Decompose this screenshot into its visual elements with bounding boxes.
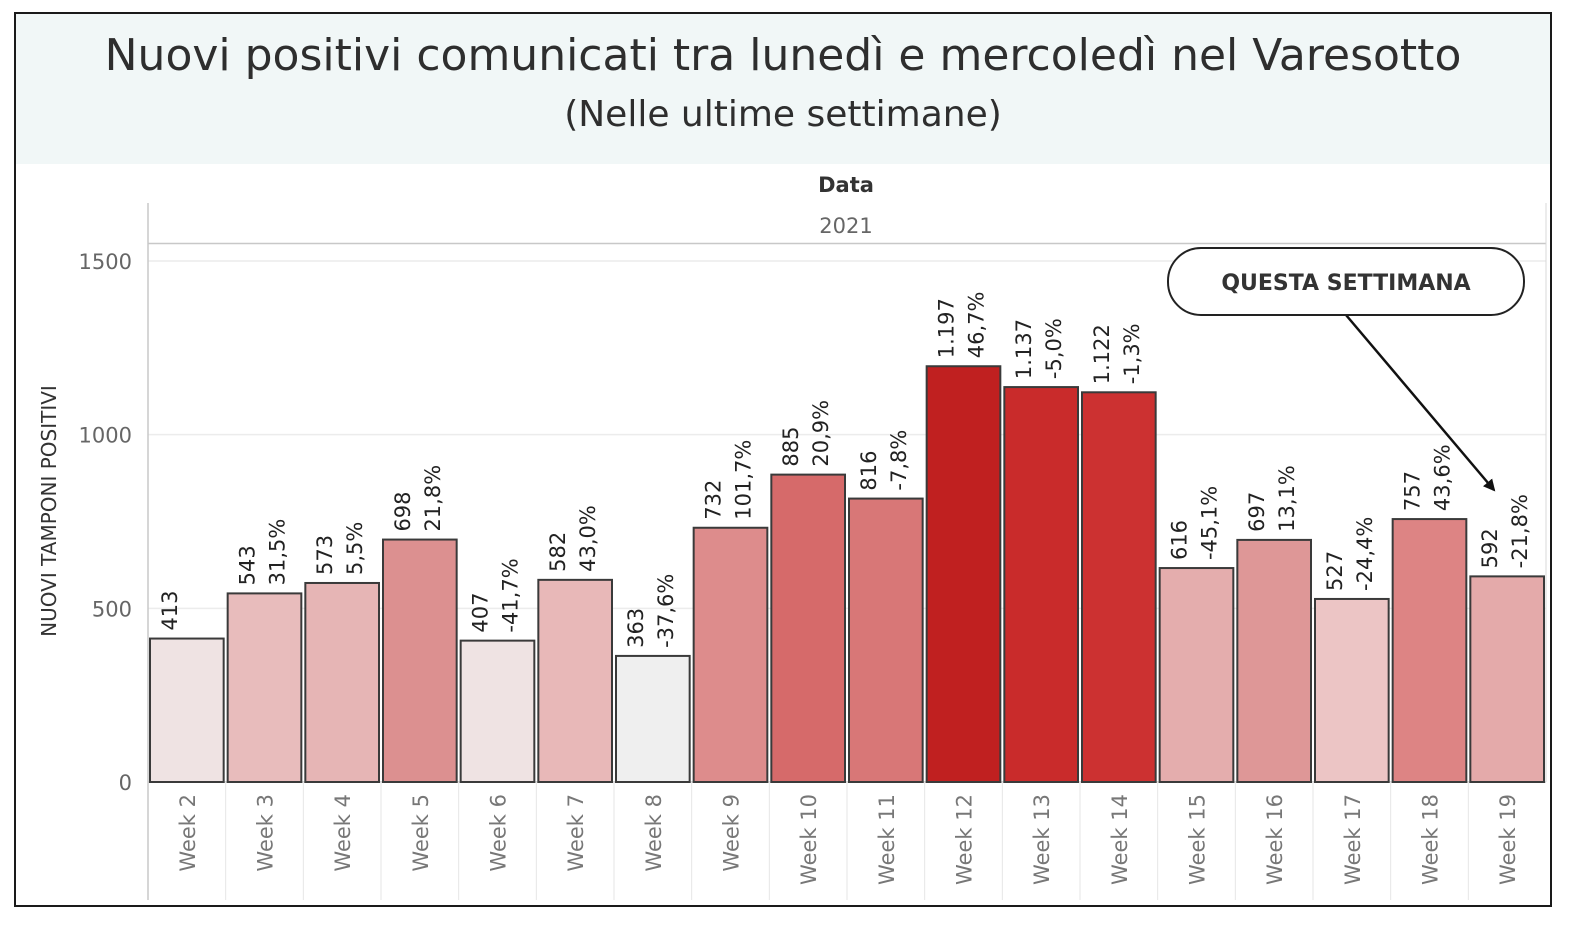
bar (1391, 518, 1468, 783)
callout: QUESTA SETTIMANA (1167, 247, 1525, 492)
change-label: 21,8% (421, 465, 445, 532)
value-label: 592 (1478, 528, 1502, 568)
value-label: 543 (236, 545, 260, 585)
callout-box (1167, 247, 1525, 316)
x-tick-label: Week 7 (564, 794, 588, 872)
change-label: 20,9% (809, 400, 833, 467)
value-label: 413 (158, 590, 182, 630)
value-label: 698 (391, 491, 415, 531)
change-label: 43,6% (1431, 444, 1455, 511)
value-label: 582 (546, 532, 570, 572)
x-tick-label: Week 17 (1341, 794, 1365, 885)
y-tick-label: 0 (119, 771, 132, 795)
x-tick-label: Week 15 (1186, 794, 1210, 885)
x-ticks: Week 2 Week 3 Week 4 Week 5 Week 6 Week 7 Week… (176, 782, 1520, 900)
bar (1081, 391, 1157, 783)
y-tick-label: 1500 (79, 250, 132, 274)
chart-title: Nuovi positivi comunicati tra lunedì e m… (104, 30, 1462, 81)
change-label: 43,0% (576, 505, 600, 572)
bar (459, 639, 536, 783)
change-label: -37,6% (654, 574, 678, 648)
bar (615, 654, 691, 784)
axes: Data 2021 NUOVI TAMPONI POSITIVI (37, 173, 1547, 900)
x-tick-label: Week 3 (254, 794, 278, 872)
change-label: 46,7% (965, 292, 989, 359)
callout-text: QUESTA SETTIMANA (1221, 271, 1470, 296)
bar (1236, 538, 1313, 784)
x-tick-label: Week 9 (720, 794, 744, 872)
x-tick-label: Week 12 (953, 794, 977, 885)
bar (848, 497, 924, 783)
x-tick-label: Week 18 (1419, 794, 1443, 885)
bar (226, 592, 303, 784)
x-tick-label: Week 8 (642, 794, 666, 872)
value-label: 363 (624, 608, 648, 648)
value-label: 407 (469, 593, 493, 633)
x-tick-label: Week 5 (409, 794, 433, 872)
chart-subtitle: (Nelle ultime settimane) (564, 94, 1002, 135)
x-tick-label: Week 19 (1496, 794, 1520, 885)
x-tick-label: Week 11 (875, 794, 899, 885)
value-label: 732 (702, 480, 726, 520)
change-label: 5,5% (343, 522, 367, 575)
bar (382, 538, 458, 783)
bar (692, 526, 769, 784)
value-label: 757 (1401, 471, 1425, 511)
change-label: -21,8% (1508, 494, 1532, 568)
value-label: 527 (1323, 551, 1347, 591)
x-tick-label: Week 4 (331, 794, 355, 872)
change-label: -1,3% (1120, 323, 1144, 384)
y-ticks: 0 500 1000 1500 (79, 250, 132, 795)
x-tick-label: Week 10 (797, 794, 821, 885)
y-axis-label: NUOVI TAMPONI POSITIVI (37, 385, 61, 637)
bar (1158, 567, 1235, 783)
bar (1003, 386, 1079, 783)
bar (925, 365, 1002, 783)
x-tick-label: Week 13 (1030, 794, 1054, 885)
year-label: 2021 (819, 214, 872, 238)
change-label: -5,0% (1042, 318, 1066, 379)
value-label: 885 (779, 427, 803, 467)
y-tick-label: 500 (92, 597, 132, 621)
bar (1314, 597, 1390, 783)
bar (770, 473, 846, 783)
bar (149, 637, 225, 783)
chart-header: Nuovi positivi comunicati tra lunedì e m… (16, 14, 1550, 164)
value-label: 573 (313, 535, 337, 575)
value-label: 697 (1245, 492, 1269, 532)
change-label: 101,7% (732, 440, 756, 520)
value-label: 1.122 (1090, 324, 1114, 384)
change-label: -7,8% (887, 430, 911, 491)
value-label: 616 (1168, 520, 1192, 560)
x-tick-label: Week 14 (1108, 794, 1132, 885)
change-label: -24,4% (1353, 517, 1377, 591)
change-label: 13,1% (1275, 465, 1299, 532)
value-label: 1.137 (1012, 319, 1036, 379)
x-tick-label: Week 2 (176, 794, 200, 872)
change-label: -41,7% (499, 558, 523, 632)
value-label: 816 (857, 450, 881, 490)
x-tick-label: Week 16 (1263, 794, 1287, 885)
y-tick-label: 1000 (79, 424, 132, 448)
change-label: -45,1% (1198, 486, 1222, 560)
bar (1469, 575, 1546, 783)
bars (149, 365, 1546, 784)
x-tick-label: Week 6 (487, 794, 511, 872)
column-header: Data (818, 173, 874, 197)
callout-arrow (1345, 314, 1496, 492)
value-label: 1.197 (935, 298, 959, 358)
bar (304, 581, 381, 784)
change-label: 31,5% (266, 519, 290, 586)
bar (537, 578, 613, 783)
